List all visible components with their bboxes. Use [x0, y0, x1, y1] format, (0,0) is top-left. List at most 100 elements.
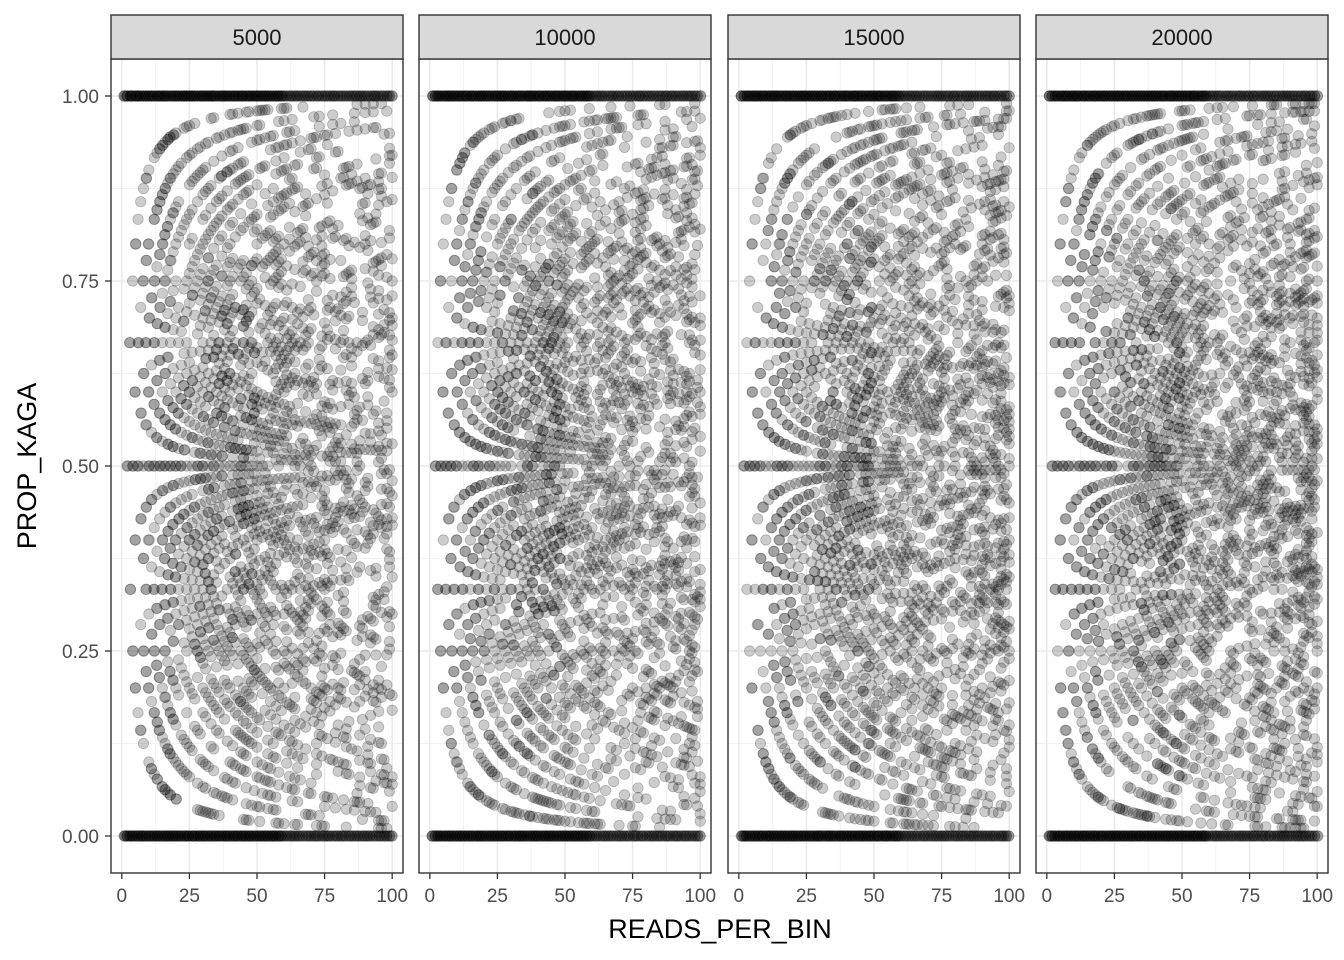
data-point [175, 426, 187, 438]
data-point [199, 472, 211, 484]
data-point [165, 583, 177, 595]
data-point [213, 727, 225, 739]
data-point [351, 745, 363, 757]
data-point [183, 120, 196, 132]
data-point [527, 460, 539, 472]
data-point [332, 145, 344, 158]
data-point [362, 244, 374, 257]
data-point [183, 149, 196, 161]
data-point [164, 748, 176, 760]
data-point [564, 759, 577, 771]
data-point [278, 152, 290, 164]
data-point [197, 189, 209, 201]
data-point [386, 830, 398, 842]
data-point [151, 716, 164, 728]
data-point [181, 768, 193, 780]
data-point [191, 90, 203, 102]
data-point [175, 830, 187, 842]
data-point [132, 830, 144, 842]
data-point [175, 494, 187, 506]
data-point [205, 426, 217, 438]
data-point [354, 771, 366, 783]
data-point [508, 424, 520, 436]
data-point [289, 784, 301, 796]
data-point [543, 174, 555, 186]
data-point [194, 422, 206, 434]
data-point [291, 819, 304, 831]
data-point [176, 90, 188, 102]
data-point [497, 693, 509, 705]
data-point [137, 367, 150, 380]
data-point [386, 312, 398, 324]
data-point [200, 687, 212, 699]
data-point [386, 364, 398, 376]
data-point [499, 671, 512, 684]
data-point [267, 130, 279, 142]
data-point [267, 618, 279, 631]
data-point [156, 238, 168, 250]
data-point [153, 671, 165, 684]
data-point [189, 528, 201, 541]
data-point [202, 298, 214, 310]
data-point [210, 259, 223, 271]
data-point [202, 830, 214, 842]
data-point [167, 557, 179, 569]
data-point [178, 379, 190, 392]
data-point [170, 534, 182, 546]
data-point [594, 795, 606, 807]
data-point [129, 386, 141, 398]
data-point [186, 90, 198, 102]
data-point [200, 209, 212, 221]
data-point [608, 590, 620, 603]
data-point [162, 786, 174, 799]
data-point [437, 386, 449, 398]
data-point [167, 90, 180, 102]
data-point [327, 185, 339, 197]
data-point [208, 765, 220, 777]
data-point [386, 334, 398, 346]
data-point [183, 563, 196, 576]
data-point [118, 90, 130, 102]
data-point [200, 711, 212, 723]
data-point [202, 90, 214, 102]
data-point [343, 715, 355, 728]
data-point [508, 281, 520, 293]
data-point [251, 282, 263, 294]
data-point [154, 301, 166, 314]
data-point [210, 132, 223, 144]
data-point [194, 166, 206, 179]
data-point [270, 804, 282, 816]
data-point [208, 112, 220, 124]
data-point [553, 799, 566, 811]
data-point [367, 615, 379, 627]
data-point [321, 139, 333, 151]
data-point [386, 608, 398, 620]
data-point [135, 830, 147, 842]
data-point [386, 349, 398, 361]
data-point [359, 197, 371, 209]
data-point [188, 528, 201, 541]
data-point [159, 645, 171, 657]
data-point [178, 444, 190, 456]
data-point [132, 830, 144, 842]
data-point [208, 678, 220, 690]
data-point [210, 830, 223, 842]
data-point [197, 633, 209, 645]
data-point [211, 513, 223, 525]
data-point [448, 254, 460, 267]
data-point [216, 450, 228, 462]
data-point [140, 501, 152, 513]
data-point [240, 122, 252, 134]
data-point [138, 90, 150, 102]
data-point [173, 513, 185, 525]
data-point [189, 282, 201, 294]
data-point [210, 576, 223, 588]
data-point [164, 789, 176, 801]
data-point [161, 830, 174, 842]
data-point [216, 830, 228, 842]
data-point [181, 275, 193, 287]
data-point [167, 713, 179, 725]
data-point [194, 269, 206, 281]
data-point [564, 104, 577, 116]
data-point [159, 784, 171, 796]
